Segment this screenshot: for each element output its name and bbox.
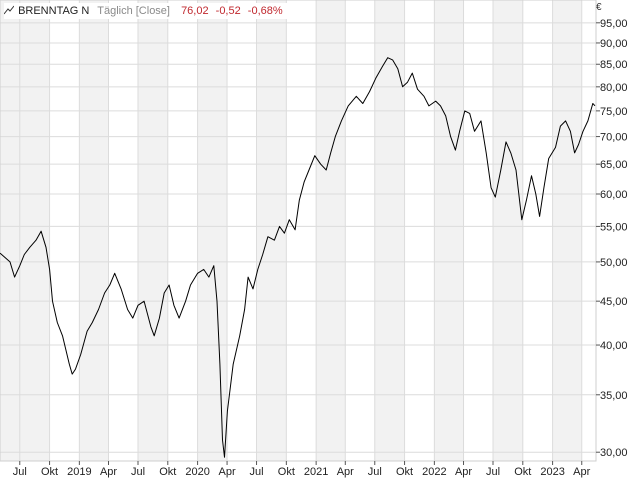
y-tick-label: 50,00: [600, 257, 628, 269]
background-band: [434, 0, 464, 461]
x-axis: Jul Okt 2019 Apr Jul Okt 2020 Apr Jul Okt 2021 Apr J…: [13, 461, 591, 478]
price-series: [0, 57, 596, 458]
price-change: -0,52: [215, 5, 241, 17]
instrument-name: BRENNTAG N: [18, 5, 90, 17]
chart-grid: [0, 0, 596, 461]
x-tick-label: Jul: [13, 466, 27, 478]
chart-bands: [0, 0, 582, 461]
y-tick-label: 70,00: [600, 132, 628, 144]
x-tick-label: Apr: [219, 466, 236, 478]
background-band: [79, 0, 109, 461]
chart-legend: BRENNTAG N Täglich [Close] 76,02 -0,52 -…: [4, 3, 289, 19]
x-tick-label: Okt: [159, 466, 176, 478]
currency-label: €: [596, 2, 602, 13]
x-tick-label: Jul: [486, 466, 500, 478]
line-chart-icon: [4, 5, 14, 15]
x-tick-label: Apr: [455, 466, 472, 478]
background-band: [197, 0, 228, 461]
x-tick-label: Okt: [41, 466, 58, 478]
x-tick-label: Okt: [514, 466, 531, 478]
y-tick-label: 55,00: [600, 221, 628, 233]
x-tick-label: 2023: [540, 466, 564, 478]
x-tick-label: Okt: [278, 466, 295, 478]
background-band: [137, 0, 168, 461]
y-tick-label: 35,00: [600, 390, 628, 402]
y-tick-label: 80,00: [600, 82, 628, 94]
x-tick-label: Jul: [250, 466, 264, 478]
x-tick-label: Okt: [396, 466, 413, 478]
x-tick-label: Apr: [573, 466, 590, 478]
price-line: [0, 57, 596, 458]
y-axis: 30,00 35,00 40,00 45,00 50,00 55,00 60,00 65,00…: [596, 18, 628, 459]
y-tick-label: 75,00: [600, 106, 628, 118]
y-tick-label: 60,00: [600, 189, 628, 201]
x-tick-label: 2019: [67, 466, 91, 478]
x-tick-label: 2020: [185, 466, 209, 478]
price-change-percent: -0,68%: [247, 5, 283, 17]
y-tick-label: 90,00: [600, 38, 628, 50]
background-band: [552, 0, 582, 461]
background-band: [316, 0, 346, 461]
background-band: [374, 0, 405, 461]
background-band: [256, 0, 287, 461]
last-price: 76,02: [181, 5, 209, 17]
y-tick-label: 65,00: [600, 159, 628, 171]
x-tick-label: Jul: [131, 466, 145, 478]
background-band: [492, 0, 523, 461]
y-tick-label: 45,00: [600, 296, 628, 308]
background-band: [19, 0, 50, 461]
interval-label: Täglich [Close]: [97, 5, 170, 17]
x-tick-label: 2021: [304, 466, 328, 478]
background-band: [0, 0, 20, 461]
x-tick-label: 2022: [422, 466, 446, 478]
plot-frame: [0, 0, 597, 462]
x-tick-label: Jul: [368, 466, 382, 478]
y-tick-label: 30,00: [600, 447, 628, 459]
x-tick-label: Apr: [100, 466, 117, 478]
y-tick-label: 95,00: [600, 18, 628, 30]
y-tick-label: 40,00: [600, 340, 628, 352]
y-tick-label: 85,00: [600, 59, 628, 71]
x-tick-label: Apr: [337, 466, 354, 478]
